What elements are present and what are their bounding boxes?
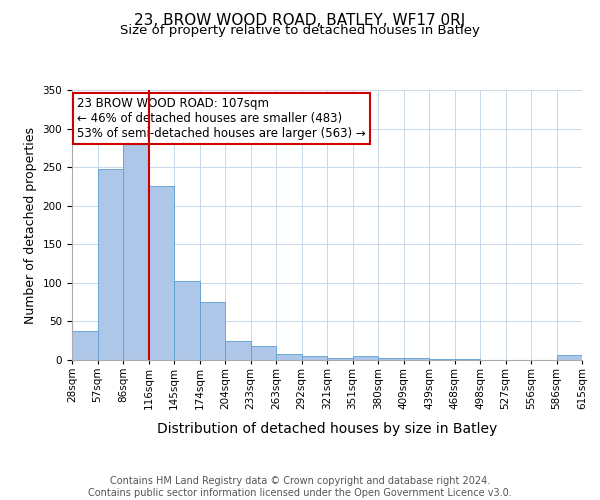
Text: Distribution of detached houses by size in Batley: Distribution of detached houses by size … — [157, 422, 497, 436]
Text: 23 BROW WOOD ROAD: 107sqm
← 46% of detached houses are smaller (483)
53% of semi: 23 BROW WOOD ROAD: 107sqm ← 46% of detac… — [77, 96, 366, 140]
Bar — [225, 340, 251, 360]
Text: Size of property relative to detached houses in Batley: Size of property relative to detached ho… — [120, 24, 480, 37]
Bar — [302, 356, 327, 360]
Bar — [429, 359, 455, 360]
Bar — [455, 359, 480, 360]
Bar — [276, 354, 302, 360]
Y-axis label: Number of detached properties: Number of detached properties — [24, 126, 37, 324]
Bar — [123, 136, 149, 360]
Bar — [251, 346, 276, 360]
Bar — [174, 280, 199, 360]
Bar — [557, 356, 582, 360]
Text: Contains HM Land Registry data © Crown copyright and database right 2024.
Contai: Contains HM Land Registry data © Crown c… — [88, 476, 512, 498]
Text: 23, BROW WOOD ROAD, BATLEY, WF17 0RJ: 23, BROW WOOD ROAD, BATLEY, WF17 0RJ — [134, 12, 466, 28]
Bar — [199, 302, 225, 360]
Bar — [97, 168, 123, 360]
Bar — [404, 358, 429, 360]
Bar — [353, 356, 378, 360]
Bar — [72, 330, 97, 360]
Bar — [378, 358, 404, 360]
Bar — [149, 186, 174, 360]
Bar — [327, 358, 353, 360]
